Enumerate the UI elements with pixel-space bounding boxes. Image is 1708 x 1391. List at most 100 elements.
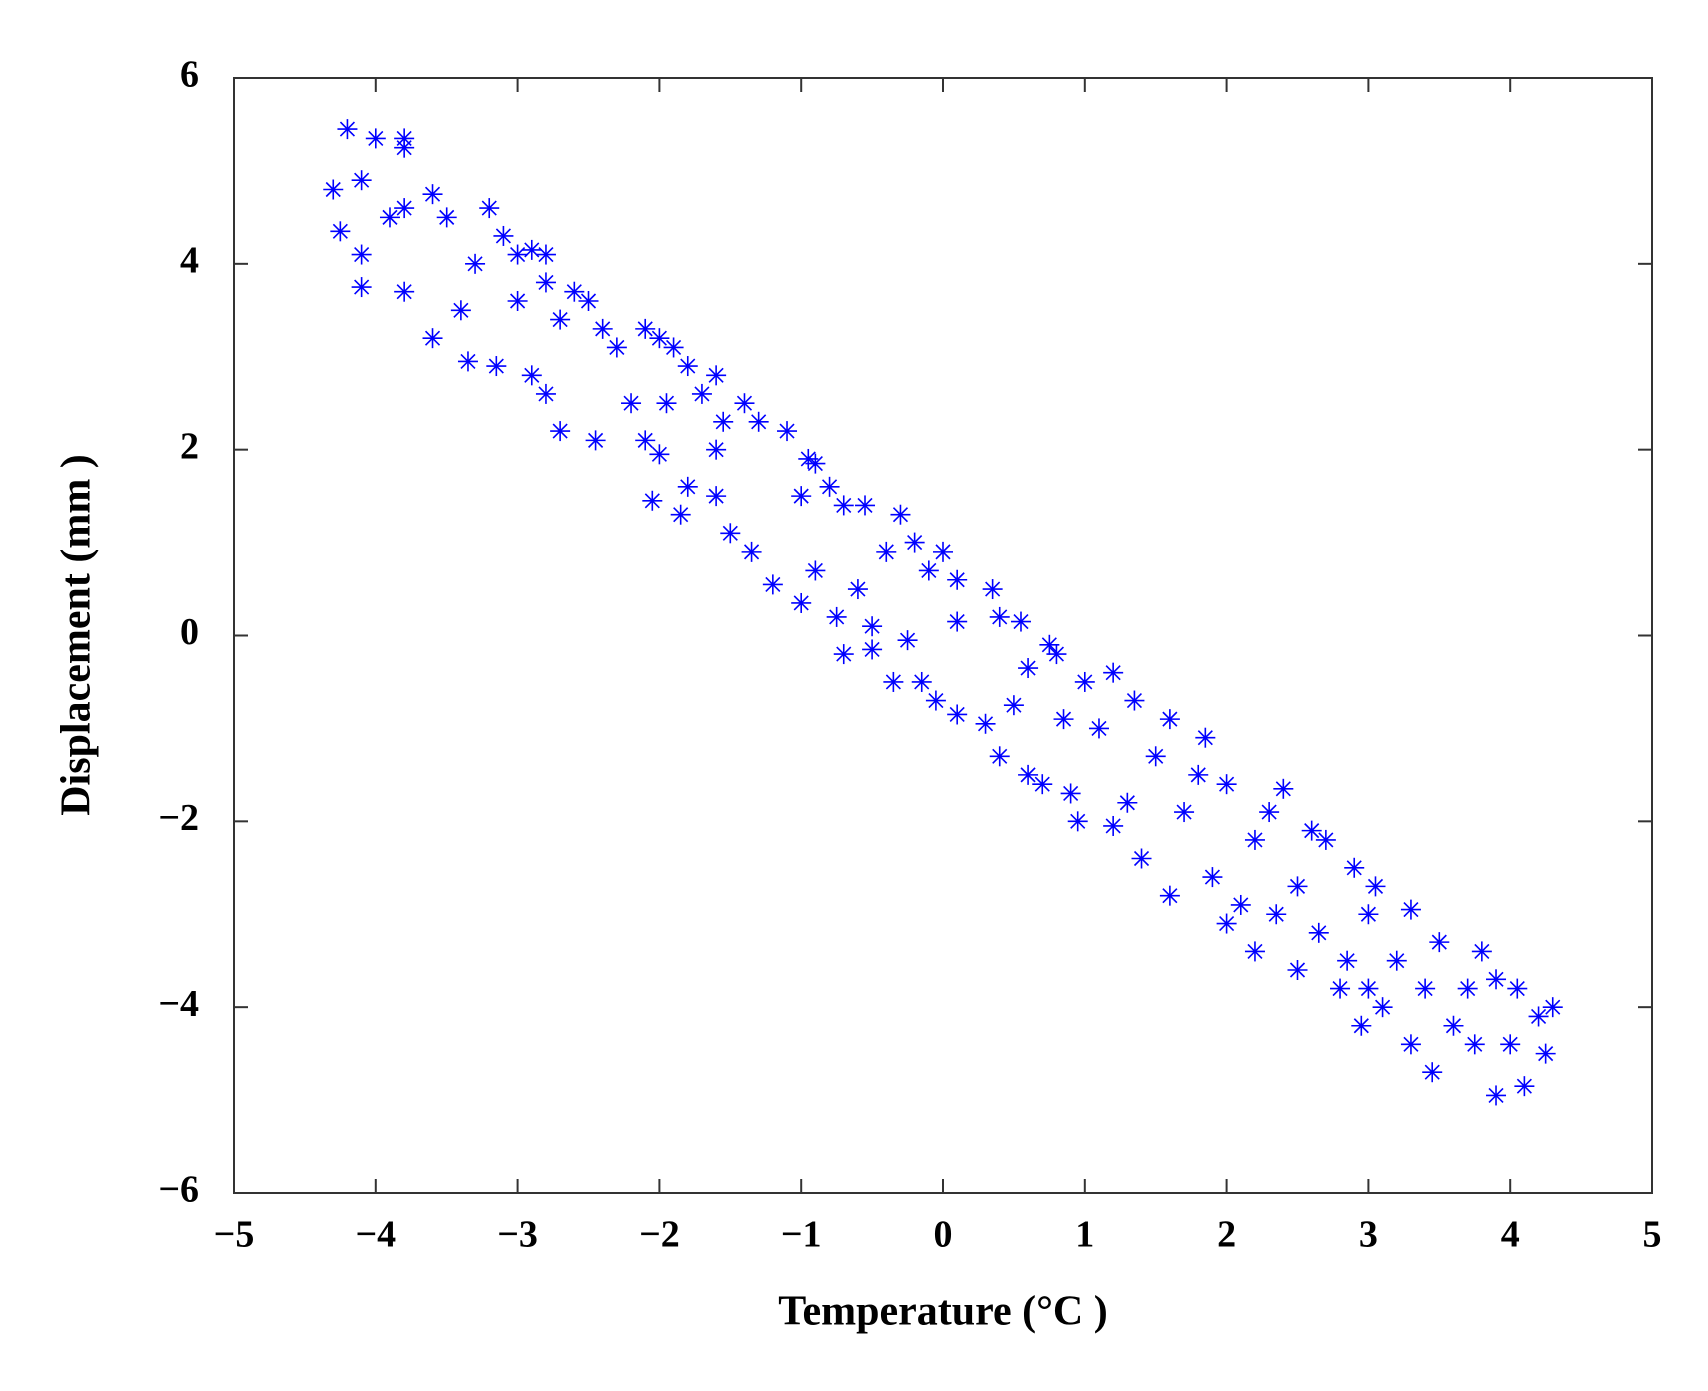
x-tick-label: 0 [934, 1214, 953, 1256]
scatter-point [883, 671, 904, 692]
scatter-point [741, 541, 762, 562]
marker-stroke [1509, 981, 1525, 997]
scatter-point [847, 579, 868, 600]
marker-stroke [658, 395, 675, 411]
scatter-point [1464, 1034, 1485, 1055]
marker-stroke [354, 279, 370, 295]
marker-stroke [1389, 953, 1405, 969]
x-axis-label: Temperature (°C ) [778, 1289, 1107, 1335]
marker-stroke [899, 632, 916, 648]
marker-stroke [878, 544, 894, 560]
scatter-point [535, 272, 556, 293]
marker-stroke [829, 609, 845, 625]
marker-stroke [467, 256, 483, 272]
marker-stroke [793, 488, 809, 504]
scatter-point [1315, 829, 1336, 850]
scatter-point [1400, 899, 1421, 920]
scatter-point [1500, 1034, 1521, 1055]
scatter-point [1259, 802, 1280, 823]
marker-stroke [1197, 730, 1213, 746]
marker-stroke [1055, 711, 1072, 727]
scatter-point [713, 411, 734, 432]
scatter-point [635, 318, 656, 339]
marker-stroke [1219, 915, 1235, 932]
scatter-point [1188, 764, 1209, 785]
marker-stroke [524, 367, 540, 383]
scatter-point [947, 611, 968, 632]
scatter-point [911, 671, 932, 692]
marker-stroke [857, 497, 873, 513]
marker-stroke [907, 535, 923, 551]
scatter-point [1018, 764, 1039, 785]
scatter-point [1287, 876, 1308, 897]
scatter-point [925, 690, 946, 711]
scatter-point [1351, 1015, 1372, 1036]
marker-stroke [354, 246, 370, 263]
scatter-point [450, 300, 471, 321]
scatter-point [649, 444, 670, 465]
marker-stroke [1162, 888, 1178, 904]
scatter-point [585, 430, 606, 451]
marker-stroke [368, 130, 384, 146]
scatter-point [351, 244, 372, 265]
scatter-point [947, 569, 968, 590]
scatter-point [1010, 611, 1031, 632]
marker-stroke [424, 186, 441, 202]
scatter-point [1287, 960, 1308, 980]
x-tick-label: 5 [1643, 1214, 1662, 1256]
marker-stroke [708, 442, 724, 458]
x-tick-label: −3 [497, 1214, 538, 1256]
marker-stroke [637, 321, 653, 337]
marker-stroke [1460, 981, 1476, 997]
scatter-point [493, 225, 514, 246]
scatter-point [578, 291, 599, 311]
marker-stroke [623, 395, 639, 411]
scatter-point [1244, 829, 1265, 850]
marker-stroke [864, 641, 880, 658]
marker-stroke [1268, 906, 1284, 922]
marker-stroke [1176, 804, 1192, 820]
marker-stroke [1360, 981, 1376, 997]
scatter-point [394, 281, 415, 302]
marker-stroke [1516, 1078, 1532, 1094]
marker-stroke [1041, 637, 1057, 653]
scatter-point [1244, 941, 1265, 962]
scatter-point [1429, 932, 1450, 953]
scatter-point [535, 244, 556, 265]
scatter-point [1145, 746, 1166, 767]
marker-stroke [1339, 953, 1355, 969]
marker-stroke [1034, 776, 1050, 792]
marker-stroke [1119, 795, 1135, 811]
marker-stroke [609, 339, 625, 356]
marker-stroke [439, 209, 455, 225]
scatter-point [394, 137, 415, 158]
scatter-point [918, 560, 939, 581]
marker-stroke [1020, 767, 1036, 783]
scatter-point [805, 453, 826, 474]
scatter-point [521, 365, 542, 386]
scatter-point [550, 421, 571, 442]
marker-stroke [1353, 1018, 1369, 1034]
marker-stroke [1219, 776, 1235, 792]
marker-stroke [538, 274, 554, 290]
marker-stroke [396, 200, 412, 216]
x-tick-label: 4 [1501, 1214, 1520, 1256]
scatter-point [706, 486, 727, 507]
marker-stroke [1006, 697, 1022, 713]
marker-stroke [552, 423, 568, 439]
scatter-point [1358, 978, 1379, 999]
scatter-point [1507, 978, 1528, 999]
marker-stroke [1247, 832, 1263, 848]
marker-stroke [977, 716, 994, 732]
marker-stroke [1474, 943, 1490, 959]
marker-stroke [595, 321, 611, 337]
marker-stroke [722, 525, 738, 541]
marker-stroke [580, 293, 597, 309]
scatter-point [862, 616, 883, 637]
marker-stroke [354, 172, 370, 188]
marker-stroke [779, 423, 795, 439]
scatter-point [507, 291, 528, 311]
marker-stroke [332, 223, 348, 239]
scatter-point [1060, 783, 1081, 804]
